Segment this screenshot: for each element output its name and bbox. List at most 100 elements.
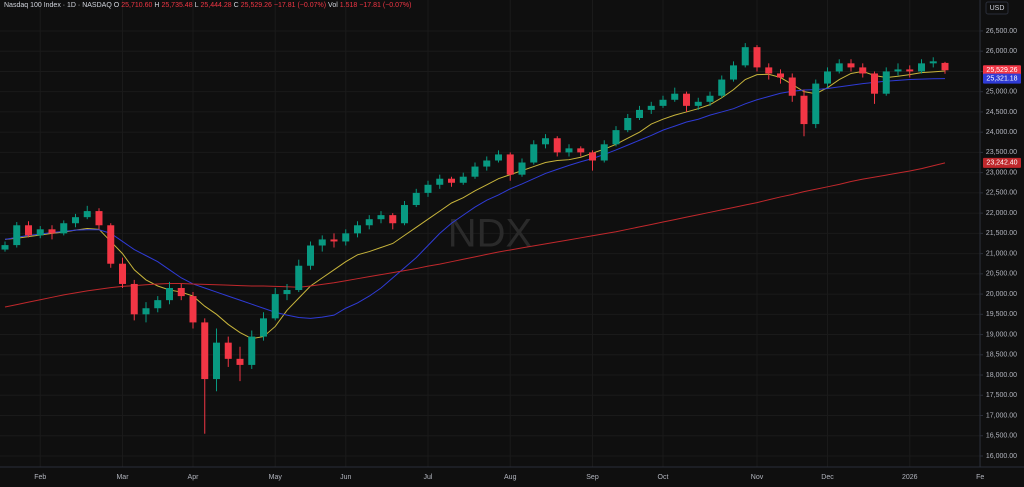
candle-body [295, 265, 303, 291]
symbol: Nasdaq 100 Index · 1D · NASDAQ [4, 2, 112, 9]
candle-body [389, 215, 397, 224]
y-tick-label: 17,500.00 [986, 392, 1017, 399]
candle-body [553, 138, 561, 153]
candle-body [565, 148, 573, 153]
candle-body [189, 296, 197, 323]
x-tick-label: 2026 [902, 474, 918, 481]
candle-body [177, 288, 185, 297]
candle-body [577, 148, 585, 153]
y-tick-label: 19,500.00 [986, 311, 1017, 318]
candle-body [1, 245, 9, 250]
x-tick-label: Jun [340, 474, 351, 481]
change: −17.81 (−0.07%) [273, 2, 327, 9]
currency-box[interactable] [985, 1, 1009, 15]
currency[interactable]: USD [990, 5, 1005, 12]
candle-body [377, 215, 385, 220]
candle-body [213, 342, 220, 380]
candle-body [412, 192, 420, 206]
y-tick-label: 20,500.00 [986, 271, 1017, 278]
y-tick-label: 23,500.00 [986, 149, 1017, 156]
y-tick-label: 16,000.00 [986, 453, 1017, 460]
candle-body [60, 223, 68, 234]
moving-average [4, 162, 946, 308]
y-tick-label: 24,000.00 [986, 129, 1017, 136]
candle-body [72, 217, 79, 224]
candle-body [271, 294, 279, 319]
candle-body [342, 233, 350, 242]
y-tick-label: 24,500.00 [986, 109, 1017, 116]
candle-body [483, 160, 491, 167]
candle-body [718, 79, 726, 96]
candle-body [436, 178, 444, 185]
candle-body [906, 69, 914, 72]
field-value: 25,735.48 [161, 2, 193, 9]
volume-label: Vol [328, 2, 338, 9]
candle-body [894, 69, 902, 72]
y-tick-label: 21,000.00 [986, 250, 1017, 257]
candle-body [518, 162, 526, 175]
y-tick-label: 19,000.00 [986, 331, 1017, 338]
candle-body [365, 219, 373, 226]
candle-body [777, 73, 784, 78]
candle-body [788, 77, 796, 96]
y-tick-label: 26,500.00 [986, 28, 1017, 35]
field-value: 25,710.60 [121, 2, 153, 9]
x-tick-label: Feb [34, 474, 46, 481]
candle-body [130, 283, 138, 315]
y-tick-label: 16,500.00 [986, 433, 1017, 440]
price-tag [983, 73, 1021, 84]
field-label: C [233, 2, 239, 9]
watermark: NDX [448, 212, 532, 256]
field-label: H [154, 2, 160, 9]
candle-body [95, 211, 103, 226]
candle-body [459, 176, 467, 183]
candle-body [36, 229, 44, 236]
moving-average [4, 70, 946, 340]
candle-body [694, 101, 702, 106]
y-tick-label: 20,000.00 [986, 291, 1017, 298]
moving-average [4, 78, 946, 319]
candle-body [119, 263, 126, 284]
candle-body [107, 225, 115, 264]
candle-body [659, 99, 667, 106]
candle-body [530, 144, 538, 163]
y-tick-label: 18,500.00 [986, 352, 1017, 359]
candle-body [248, 336, 256, 365]
candle-body [871, 73, 878, 94]
price-tag-label: 25,529.26 [986, 67, 1017, 74]
candle-body [859, 67, 867, 74]
x-tick-label: Oct [658, 474, 669, 481]
candle-body [706, 95, 714, 102]
candle-body [929, 61, 937, 64]
candle-body [318, 239, 326, 246]
volume: 1.518 [339, 2, 358, 9]
x-tick-label: May [269, 474, 283, 481]
price-tag-label: 23,242.40 [986, 160, 1017, 167]
candle-body [765, 67, 773, 74]
field-label: L [194, 2, 199, 9]
candle-body [448, 178, 455, 183]
y-tick-label: 26,000.00 [986, 48, 1017, 55]
candle-body [25, 225, 32, 236]
candle-body [354, 225, 361, 234]
candle-body [835, 63, 843, 72]
candle-body [730, 65, 737, 80]
x-tick-label: Aug [504, 474, 517, 481]
x-tick-label: Fe [976, 474, 984, 481]
candle-body [495, 154, 502, 161]
candle-body [224, 342, 232, 359]
y-tick-label: 25,000.00 [986, 89, 1017, 96]
candle-body [812, 83, 820, 125]
candle-body [624, 117, 632, 131]
candle-body [647, 105, 655, 110]
candle-body [600, 144, 608, 161]
x-tick-label: Apr [188, 474, 200, 481]
candle-body [800, 95, 808, 125]
y-tick-label: 22,500.00 [986, 190, 1017, 197]
candle-body [506, 154, 514, 175]
x-tick-label: Dec [821, 474, 834, 481]
volume-change: −17.81 (−0.07%) [359, 2, 412, 9]
field-value: 25,444.28 [200, 2, 232, 9]
